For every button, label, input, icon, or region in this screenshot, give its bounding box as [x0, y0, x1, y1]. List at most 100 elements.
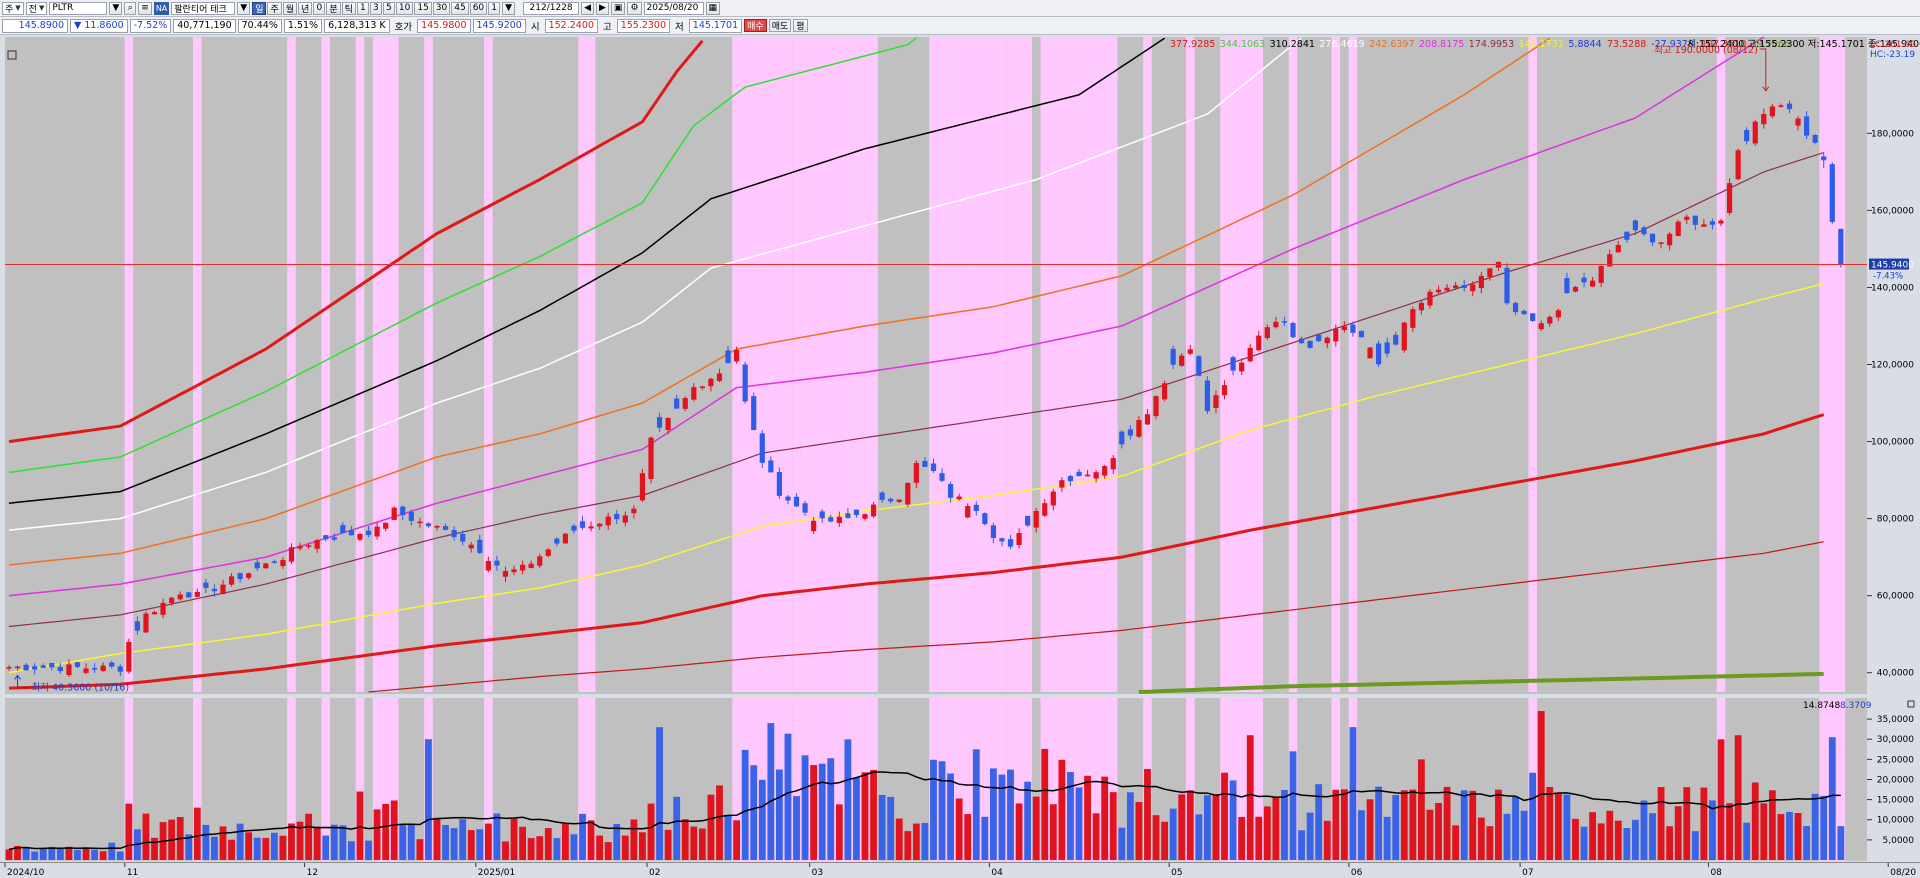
- volume-event-band: [193, 698, 202, 861]
- symbol-dropdown-button[interactable]: ▼: [109, 1, 123, 15]
- candle: [203, 579, 209, 594]
- volume-bar: [793, 796, 800, 860]
- period-button-13[interactable]: 45: [451, 1, 469, 15]
- volume-bar: [1024, 781, 1032, 860]
- period-button-14[interactable]: 60: [469, 1, 488, 15]
- expand-icon[interactable]: [7, 50, 17, 60]
- volume-bar: [835, 804, 843, 860]
- volume-bar: [1169, 808, 1177, 860]
- volume-event-band: [355, 698, 365, 861]
- volume-bar: [801, 755, 809, 860]
- period-button-3[interactable]: 년: [298, 1, 313, 15]
- volume-bar: [964, 814, 972, 860]
- candle: [708, 377, 714, 392]
- candle: [1264, 324, 1270, 340]
- candle: [160, 598, 166, 619]
- volume-bar: [673, 796, 681, 860]
- candle: [1632, 219, 1638, 236]
- volume-expand-icon[interactable]: [1907, 700, 1915, 708]
- volume-event-band: [1331, 698, 1341, 861]
- volume-bar: [493, 813, 501, 860]
- candle: [1033, 507, 1039, 533]
- period-button-11[interactable]: 15: [414, 1, 432, 15]
- candle: [228, 573, 235, 587]
- save-icon[interactable]: ▣: [610, 1, 626, 15]
- candle: [1256, 330, 1262, 352]
- price-tick-label: 180,0000: [1871, 129, 1914, 139]
- period-button-2[interactable]: 월: [282, 1, 298, 15]
- period-button-6[interactable]: 틱: [341, 1, 356, 15]
- candle: [836, 511, 842, 527]
- stock-name-dropdown-button[interactable]: ▼: [237, 1, 251, 15]
- average-button[interactable]: 평: [793, 19, 808, 32]
- scroll-left-icon[interactable]: ◀: [581, 1, 594, 15]
- volume-bar: [1632, 819, 1639, 860]
- period-button-8[interactable]: 3: [369, 1, 382, 15]
- date-label: 04: [991, 868, 1003, 878]
- volume-bar: [279, 835, 287, 860]
- high-annotation: 최고 190.0000 (08/12): [1654, 45, 1770, 92]
- volume-bar: [1751, 782, 1759, 860]
- period-button-0[interactable]: 일: [252, 1, 267, 15]
- volume-bar: [998, 774, 1006, 860]
- event-band: [381, 37, 390, 692]
- search-button[interactable]: ⌕: [124, 1, 137, 15]
- volume-bar: [1289, 751, 1297, 860]
- period-button-1[interactable]: 주: [267, 1, 282, 15]
- volume-bar: [1109, 792, 1117, 860]
- candle: [1795, 116, 1801, 131]
- period-button-12[interactable]: 30: [432, 1, 451, 15]
- volume-bar: [219, 826, 227, 860]
- volume-bar: [1195, 814, 1203, 860]
- volume-bar: [1803, 826, 1810, 860]
- period-button-7[interactable]: 1: [356, 1, 369, 15]
- ma-legend-value: 39.7066: [1751, 39, 1790, 50]
- period-button-15[interactable]: 1: [488, 1, 501, 15]
- volume-bar: [921, 822, 929, 860]
- symbol-input[interactable]: PLTR: [49, 1, 108, 15]
- volume-bar: [48, 846, 56, 860]
- data-count-field[interactable]: 212/1228: [523, 1, 580, 15]
- volume-chart[interactable]: 5,0000 10,0000 15,0000 20,0000 25,0000 30,000…: [0, 697, 1920, 862]
- candle: [1136, 415, 1142, 439]
- ma-legend-value: 242.6397: [1369, 39, 1414, 50]
- ma-legend-value: 208.8175: [1419, 39, 1464, 50]
- buy-button[interactable]: 매수: [744, 19, 767, 32]
- high-annotation-text: 최고 190.0000 (08/12): [1654, 45, 1758, 56]
- period-type-select[interactable]: 주 ▼: [2, 1, 24, 15]
- volume-bar: [1221, 772, 1228, 860]
- candle: [1761, 108, 1767, 129]
- calendar-icon[interactable]: ▦: [705, 1, 721, 15]
- gear-icon[interactable]: ⚙: [627, 1, 642, 15]
- volume-bar: [887, 796, 895, 860]
- volume-bar: [639, 832, 646, 860]
- market-select[interactable]: 전 ▼: [25, 1, 48, 15]
- sell-button[interactable]: 매도: [768, 19, 792, 32]
- candle: [23, 663, 29, 671]
- period-dropdown-button[interactable]: ▼: [502, 1, 516, 15]
- date-label: 05: [1171, 868, 1182, 878]
- event-band: [355, 37, 365, 692]
- volume-bar: [1084, 775, 1091, 860]
- period-button-10[interactable]: 10: [395, 1, 414, 15]
- period-button-9[interactable]: 5: [382, 1, 395, 15]
- volume-bar: [733, 820, 740, 860]
- candle: [1684, 214, 1690, 225]
- candle: [126, 638, 132, 674]
- period-button-4[interactable]: 0: [313, 1, 326, 15]
- ma-line-3: [8, 37, 1303, 531]
- date-field[interactable]: 2025/08/20: [643, 1, 704, 15]
- price-chart[interactable]: 40,0000 60,0000 80,0000 100,0000 120,0000 140…: [0, 35, 1920, 697]
- volume-bar: [1546, 786, 1554, 860]
- volume-event-band: [1237, 698, 1246, 861]
- period-button-5[interactable]: 분: [326, 1, 341, 15]
- market-badge: NA: [153, 1, 170, 15]
- candle: [716, 368, 723, 383]
- list-button[interactable]: ≡: [138, 1, 152, 15]
- volume-bar: [185, 834, 193, 860]
- volume-event-band: [287, 698, 296, 861]
- volume-ma-line: [8, 771, 1841, 851]
- candle: [665, 417, 671, 434]
- scroll-right-icon[interactable]: ▶: [596, 1, 609, 15]
- candle: [494, 555, 500, 571]
